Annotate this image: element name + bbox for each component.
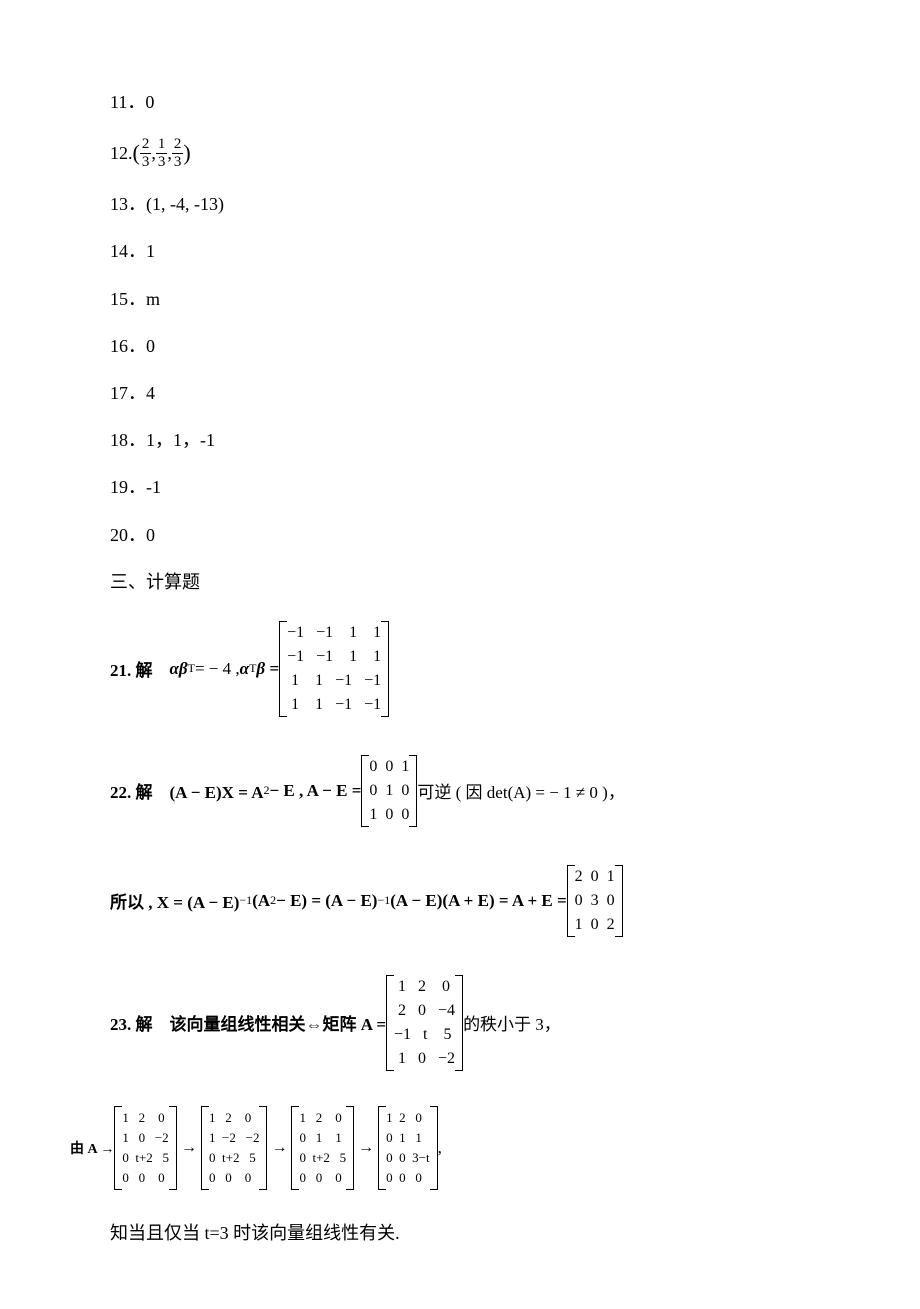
answer-18: 18．1，1，-1 [110,428,860,453]
q22-2a: 所以 , X = (A − E) [110,888,239,913]
q21-row: 21. 解 αβ T = − 4 , α T β = −1 −1 1 1 −1 … [110,617,860,721]
arrow-icon: → [267,1139,291,1157]
q22-2b: (A [252,891,270,911]
q23-conclusion: 知当且仅当 t=3 时该向量组线性有关. [110,1221,860,1246]
section-3-heading: 三、计算题 [110,570,860,595]
frac-den: 3 [140,154,152,170]
q23-prefix: 23. 解 该向量组线性相关⇔矩阵 A = [110,1010,386,1035]
page: 11．0 12. ( 2 3 , 1 3 , 2 3 ) 13．(1, -4, … [0,90,920,1247]
bracket-left [567,865,575,937]
bracket-right [615,865,623,937]
q21-ab: αβ [170,659,188,679]
bracket-right [455,975,463,1071]
answer-14: 14．1 [110,239,860,264]
bracket-right [169,1106,177,1190]
a12-frac3: 2 3 [172,137,184,170]
arrow-icon: → [177,1139,201,1157]
q22-m1: 0 0 1 0 1 0 1 0 0 [361,751,417,831]
matrix-body: 2 0 1 0 3 0 1 0 2 [575,861,615,941]
arrow-icon: → [354,1139,378,1157]
q21-matrix: −1 −1 1 1 −1 −1 1 1 1 1 −1 −1 1 1 −1 −1 [279,617,389,721]
q21-prefix: 21. 解 [110,656,170,681]
answer-13: 13．(1, -4, -13) [110,192,860,217]
answer-12: 12. ( 2 3 , 1 3 , 2 3 ) [110,137,860,170]
q23-m1: 1 2 0 1 0 −2 0 t+2 5 0 0 0 [114,1105,177,1192]
q23-row1: 23. 解 该向量组线性相关⇔矩阵 A = 1 2 0 2 0 −4 −1 t … [110,971,860,1075]
q21-c: β = [256,659,279,679]
bracket-left [201,1106,209,1190]
q23-m3: 1 2 0 0 1 1 0 t+2 5 0 0 0 [291,1105,354,1192]
q23-mA: 1 2 0 2 0 −4 −1 t 5 1 0 −2 [386,971,463,1075]
q22-2c: − E) = (A − E) [276,891,377,911]
q23-chain-prefix: 由 A → [70,1138,114,1158]
bracket-right [430,1106,438,1190]
answer-20: 20．0 [110,523,860,548]
matrix-body: 1 2 0 0 1 1 0 t+2 5 0 0 0 [299,1105,346,1192]
matrix-body: 1 2 0 2 0 −4 −1 t 5 1 0 −2 [394,971,455,1075]
a12-open: ( [133,138,140,169]
bracket-left [291,1106,299,1190]
a12-frac1: 2 3 [140,137,152,170]
q23-chain-comma: , [438,1138,442,1158]
answer-19: 19．-1 [110,475,860,500]
answer-16: 16．0 [110,334,860,359]
bracket-left [279,621,287,717]
answer-11: 11．0 [110,90,860,115]
q22-supm1: −1 [239,893,252,908]
q22-prefix: 22. 解 (A − E)X = A [110,778,264,803]
bracket-left [114,1106,122,1190]
frac-num: 1 [156,137,168,154]
q23-m2: 1 2 0 1 −2 −2 0 t+2 5 0 0 0 [201,1105,267,1192]
q21-eq1: = − 4 , [195,659,240,679]
q22-row2: 所以 , X = (A − E) −1 (A 2 − E) = (A − E) … [110,861,860,941]
bracket-right [259,1106,267,1190]
matrix-body: 1 2 0 1 −2 −2 0 t+2 5 0 0 0 [209,1105,259,1192]
a12-frac2: 1 3 [156,137,168,170]
q22-m2: 2 0 1 0 3 0 1 0 2 [567,861,623,941]
q22-supm1b: −1 [377,893,390,908]
q21-supT1: T [188,661,195,676]
q23-tailA: 的秩小于 3， [463,1010,561,1035]
q23-m4: 1 2 0 0 1 1 0 0 3−t 0 0 0 [378,1105,437,1192]
bracket-left [361,755,369,827]
matrix-body: 1 2 0 0 1 1 0 0 3−t 0 0 0 [386,1105,429,1192]
a12-prefix: 12. [110,141,133,166]
q21-a: α [240,659,249,679]
matrix-body: 0 0 1 0 1 0 1 0 0 [369,751,409,831]
frac-num: 2 [140,137,152,154]
q22-2d: (A − E)(A + E) = A + E = [390,891,566,911]
matrix-body: −1 −1 1 1 −1 −1 1 1 1 1 −1 −1 1 1 −1 −1 [287,617,381,721]
frac-den: 3 [172,154,184,170]
q22-row1: 22. 解 (A − E)X = A 2 − E , A − E = 0 0 1… [110,751,860,831]
answer-17: 17．4 [110,381,860,406]
bracket-left [386,975,394,1071]
bracket-right [409,755,417,827]
bracket-left [378,1106,386,1190]
q23-chain: 由 A → 1 2 0 1 0 −2 0 t+2 5 0 0 0 → 1 2 0… [70,1105,860,1192]
answer-15: 15．m [110,287,860,312]
a12-close: ) [183,138,190,169]
matrix-body: 1 2 0 1 0 −2 0 t+2 5 0 0 0 [122,1105,169,1192]
q22-mid1: − E , A − E = [270,781,362,801]
frac-num: 2 [172,137,184,154]
bracket-right [346,1106,354,1190]
frac-den: 3 [156,154,168,170]
bracket-right [381,621,389,717]
q22-tail1: 可逆 ( 因 det(A) = − 1 ≠ 0 )， [417,778,624,803]
